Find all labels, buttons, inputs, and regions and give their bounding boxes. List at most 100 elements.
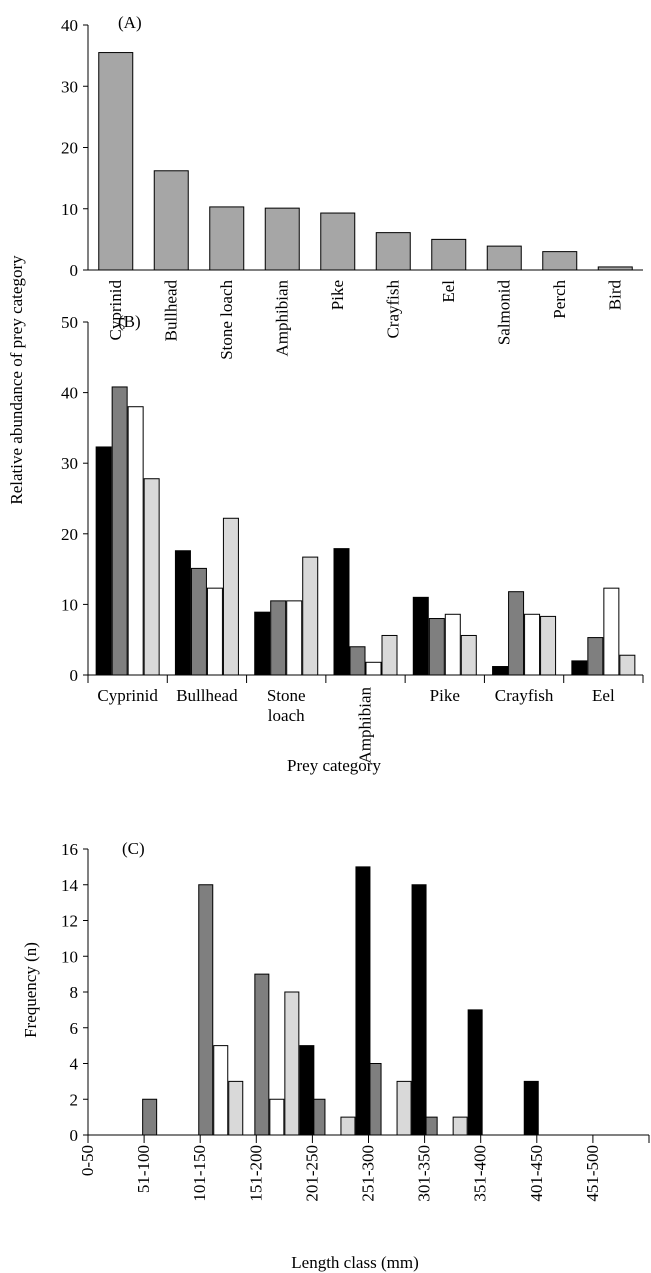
y-tick-label: 6 [70, 1019, 79, 1038]
bar-pike-series-1 [320, 212, 356, 271]
x-tick-label-perch: Perch [550, 280, 569, 319]
y-tick-label: 0 [70, 666, 79, 685]
bar-351-400-series-4 [523, 1080, 539, 1136]
bar-101-150-series-2 [213, 1045, 229, 1136]
y-tick-label: 10 [61, 947, 78, 966]
bar-amphibian-series-3 [365, 661, 382, 676]
y-tick-label: 0 [70, 1126, 79, 1145]
y-tick-label: 12 [61, 912, 78, 931]
x-tick-label-amphibian: Amphibian [356, 687, 375, 764]
x-tick-label-stone-loach: Stone loach [217, 280, 236, 360]
y-tick-label: 14 [61, 876, 79, 895]
bar-bullhead-series-3 [206, 587, 223, 676]
x-tick-label-salmonid: Salmonid [494, 280, 513, 346]
bar-stone-loach-series-1 [254, 611, 271, 676]
bar-stone-loach-series-4 [302, 556, 319, 676]
bar-perch-series-1 [542, 251, 578, 271]
x-tick-label-stone-loach-line-2: loach [268, 706, 305, 725]
x-axis-title: Length class (mm) [291, 1253, 418, 1272]
bar-eel-series-2 [587, 637, 604, 676]
x-tick-label-eel: Eel [439, 280, 458, 303]
y-tick-label: 8 [70, 983, 79, 1002]
panel-label: (A) [118, 13, 142, 32]
bar-cyprinid-series-1 [98, 52, 134, 271]
y-tick-label: 20 [61, 139, 78, 158]
bar-151-200-series-3 [284, 991, 300, 1136]
x-tick-label-401-450: 401-450 [527, 1145, 546, 1202]
bar-amphibian-series-1 [333, 548, 350, 676]
bar-cyprinid-series-3 [127, 406, 144, 676]
x-tick-label-pike: Pike [430, 686, 460, 705]
x-tick-label-crayfish: Crayfish [495, 686, 554, 705]
bar-amphibian-series-1 [264, 207, 300, 271]
x-tick-label-101-150: 101-150 [190, 1145, 209, 1202]
bar-bullhead-series-1 [174, 550, 191, 676]
panel-label: (B) [118, 312, 141, 331]
bar-101-150-series-1 [198, 884, 214, 1136]
y-tick-label: 20 [61, 525, 78, 544]
bar-101-150-series-3 [228, 1080, 244, 1136]
bar-eel-series-1 [431, 238, 467, 271]
bar-301-350-series-4 [467, 1009, 483, 1136]
bar-pike-series-3 [444, 613, 461, 676]
x-tick-label-bullhead: Bullhead [176, 686, 238, 705]
bar-crayfish-series-1 [492, 666, 509, 676]
y-axis-title: Frequency (n) [21, 942, 40, 1038]
bar-bird-series-1 [597, 266, 633, 271]
y-tick-label: 30 [61, 77, 78, 96]
bar-eel-series-4 [619, 654, 636, 676]
bar-251-300-series-3 [396, 1080, 412, 1136]
bar-salmonid-series-1 [486, 245, 522, 271]
bar-51-100-series-1 [142, 1098, 158, 1136]
bar-201-250-series-4 [355, 866, 371, 1136]
bar-pike-series-1 [412, 596, 429, 676]
x-tick-label-301-350: 301-350 [415, 1145, 434, 1202]
x-tick-label-crayfish: Crayfish [383, 280, 402, 339]
panel-a-chart: 0 10 20 30 40 Cyprinid Bullhead Stone loach Amph… [61, 13, 643, 360]
x-tick-label-cyprinid: Cyprinid [106, 280, 125, 341]
y-tick-label: 2 [70, 1090, 79, 1109]
bar-pike-series-4 [460, 634, 477, 676]
bar-stone-loach-series-3 [286, 600, 303, 676]
bar-amphibian-series-2 [349, 646, 366, 676]
bar-bullhead-series-2 [190, 567, 207, 676]
x-tick-label-0-50: 0-50 [78, 1145, 97, 1176]
bar-stone-loach-series-2 [270, 600, 287, 676]
x-tick-label-351-400: 351-400 [471, 1145, 490, 1202]
y-tick-label: 40 [61, 384, 78, 403]
y-tick-label: 0 [70, 261, 79, 280]
bar-301-350-series-3 [452, 1116, 468, 1136]
y-tick-label: 4 [70, 1055, 79, 1074]
x-tick-label-stone-loach-line-1: Stone [267, 686, 306, 705]
bar-eel-series-1 [571, 660, 588, 676]
bar-stone-loach-series-1 [209, 206, 245, 271]
shared-y-axis-label: Relative abundance of prey category [7, 255, 26, 505]
y-tick-label: 50 [61, 313, 78, 332]
y-tick-label: 40 [61, 16, 78, 35]
x-tick-label-451-500: 451-500 [583, 1145, 602, 1202]
bar-151-200-series-4 [299, 1045, 315, 1136]
bar-amphibian-series-4 [381, 634, 398, 676]
y-tick-label: 30 [61, 454, 78, 473]
bar-251-300-series-4 [411, 884, 427, 1136]
bar-crayfish-series-3 [524, 613, 541, 676]
bar-151-200-series-1 [254, 973, 270, 1136]
x-tick-label-251-300: 251-300 [359, 1145, 378, 1202]
panel-c-chart: 0 2 4 6 8 10 12 14 16 0-50 51-100 101-150 151-200 201… [21, 839, 650, 1272]
bar-eel-series-3 [603, 587, 620, 676]
x-tick-label-bullhead: Bullhead [161, 280, 180, 342]
bar-crayfish-series-4 [540, 615, 557, 676]
x-tick-label-pike: Pike [328, 280, 347, 310]
x-axis-title: Prey category [287, 756, 381, 775]
bar-bullhead-series-1 [153, 170, 189, 271]
x-tick-label-51-100: 51-100 [134, 1145, 153, 1193]
x-tick-label-201-250: 201-250 [302, 1145, 321, 1202]
bar-pike-series-2 [428, 618, 445, 676]
bar-bullhead-series-4 [222, 517, 239, 676]
x-tick-label-151-200: 151-200 [246, 1145, 265, 1202]
x-tick-label-eel: Eel [592, 686, 615, 705]
bar-cyprinid-series-4 [143, 478, 160, 676]
x-tick-label-bird: Bird [605, 280, 624, 311]
